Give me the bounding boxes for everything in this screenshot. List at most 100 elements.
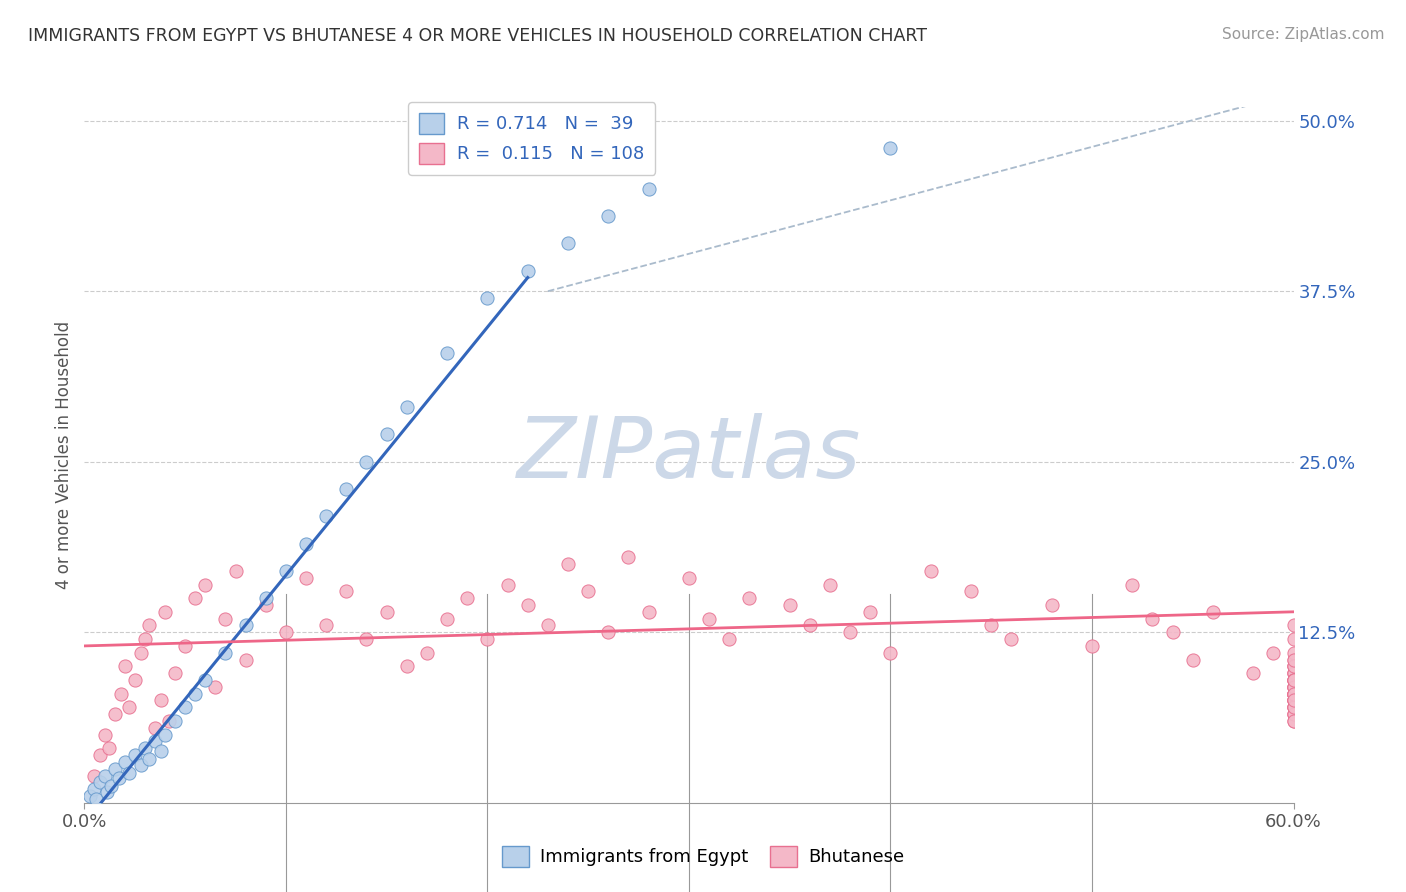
- Legend: Immigrants from Egypt, Bhutanese: Immigrants from Egypt, Bhutanese: [495, 838, 911, 874]
- Point: [79, 789, 101, 803]
- Text: IMMIGRANTS FROM EGYPT VS BHUTANESE 4 OR MORE VEHICLES IN HOUSEHOLD CORRELATION C: IMMIGRANTS FROM EGYPT VS BHUTANESE 4 OR …: [28, 27, 927, 45]
- Point: [1282, 714, 1305, 728]
- Point: [879, 141, 901, 155]
- Point: [1282, 659, 1305, 673]
- Point: [143, 721, 166, 735]
- Point: [1000, 632, 1022, 646]
- Point: [1282, 673, 1305, 687]
- Point: [1282, 666, 1305, 681]
- Point: [1121, 577, 1143, 591]
- Point: [859, 605, 882, 619]
- Point: [96, 785, 118, 799]
- Point: [235, 618, 257, 632]
- Point: [149, 693, 172, 707]
- Text: Source: ZipAtlas.com: Source: ZipAtlas.com: [1222, 27, 1385, 42]
- Point: [477, 632, 499, 646]
- Point: [678, 571, 700, 585]
- Text: ZIPatlas: ZIPatlas: [517, 413, 860, 497]
- Point: [1282, 673, 1305, 687]
- Point: [204, 680, 226, 694]
- Point: [138, 752, 160, 766]
- Point: [1282, 700, 1305, 714]
- Point: [1282, 632, 1305, 646]
- Point: [1282, 659, 1305, 673]
- Point: [637, 182, 659, 196]
- Point: [1282, 687, 1305, 701]
- Point: [165, 714, 187, 728]
- Point: [107, 771, 129, 785]
- Point: [165, 666, 187, 681]
- Point: [1282, 652, 1305, 666]
- Point: [598, 209, 620, 223]
- Point: [1282, 652, 1305, 666]
- Point: [295, 536, 318, 550]
- Point: [110, 687, 132, 701]
- Point: [375, 605, 398, 619]
- Point: [1081, 639, 1104, 653]
- Point: [1263, 646, 1285, 660]
- Point: [194, 673, 217, 687]
- Point: [1282, 687, 1305, 701]
- Point: [416, 646, 439, 660]
- Point: [436, 612, 458, 626]
- Point: [1282, 687, 1305, 701]
- Point: [315, 618, 337, 632]
- Point: [980, 618, 1002, 632]
- Point: [104, 762, 127, 776]
- Point: [1282, 700, 1305, 714]
- Point: [1282, 666, 1305, 681]
- Point: [1282, 673, 1305, 687]
- Point: [1282, 707, 1305, 722]
- Point: [86, 791, 108, 805]
- Point: [1282, 693, 1305, 707]
- Point: [118, 765, 141, 780]
- Point: [779, 598, 801, 612]
- Point: [1202, 605, 1225, 619]
- Point: [697, 612, 720, 626]
- Point: [496, 577, 519, 591]
- Point: [356, 455, 378, 469]
- Point: [1282, 693, 1305, 707]
- Point: [1282, 687, 1305, 701]
- Point: [799, 618, 821, 632]
- Point: [1282, 659, 1305, 673]
- Point: [1282, 693, 1305, 707]
- Y-axis label: 4 or more Vehicles in Household: 4 or more Vehicles in Household: [55, 321, 73, 589]
- Point: [557, 557, 579, 571]
- Point: [1282, 680, 1305, 694]
- Point: [1282, 680, 1305, 694]
- Point: [174, 700, 197, 714]
- Point: [149, 744, 172, 758]
- Point: [818, 577, 841, 591]
- Point: [356, 632, 378, 646]
- Point: [153, 728, 176, 742]
- Point: [1282, 618, 1305, 632]
- Point: [335, 482, 357, 496]
- Point: [153, 605, 176, 619]
- Point: [100, 780, 122, 794]
- Point: [1282, 687, 1305, 701]
- Point: [124, 673, 146, 687]
- Legend: R = 0.714   N =  39, R =  0.115   N = 108: R = 0.714 N = 39, R = 0.115 N = 108: [408, 103, 655, 175]
- Point: [1282, 666, 1305, 681]
- Point: [315, 509, 337, 524]
- Point: [118, 700, 141, 714]
- Point: [93, 768, 115, 782]
- Point: [477, 291, 499, 305]
- Point: [395, 400, 418, 414]
- Point: [1282, 700, 1305, 714]
- Point: [1282, 680, 1305, 694]
- Point: [598, 625, 620, 640]
- Point: [1282, 673, 1305, 687]
- Point: [1181, 652, 1204, 666]
- Point: [295, 571, 318, 585]
- Point: [129, 757, 152, 772]
- Point: [1282, 707, 1305, 722]
- Point: [184, 591, 207, 606]
- Point: [225, 564, 247, 578]
- Point: [93, 728, 115, 742]
- Point: [124, 747, 146, 762]
- Point: [1142, 612, 1164, 626]
- Point: [738, 591, 761, 606]
- Point: [1282, 680, 1305, 694]
